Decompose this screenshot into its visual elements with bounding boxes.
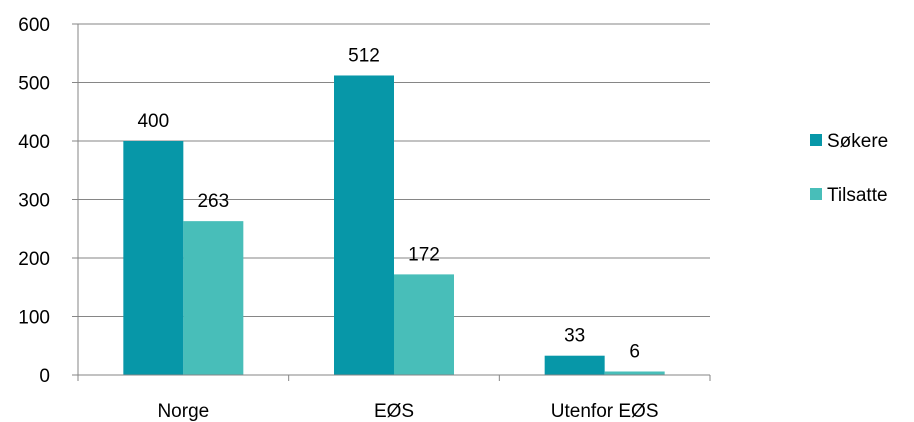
x-axis: Norge EØS Utenfor EØS: [72, 23, 711, 422]
bar-Søkere-EØS: [334, 75, 394, 375]
legend: Søkere Tilsatte: [810, 131, 888, 206]
data-label: 512: [348, 45, 380, 66]
data-label: 33: [564, 326, 585, 347]
legend-label: Tilsatte: [827, 185, 888, 206]
data-label: 172: [408, 244, 440, 265]
y-axis-ticks: 0 100 200 300 400 500 600: [18, 15, 50, 387]
legend-label: Søkere: [827, 131, 888, 152]
bar-Tilsatte-Utenfor EØS: [604, 371, 665, 375]
bars: [123, 75, 665, 375]
x-category-label: Utenfor EØS: [551, 401, 659, 422]
y-tick-label: 600: [18, 15, 50, 36]
y-tick-label: 100: [18, 308, 50, 329]
y-tick-label: 0: [39, 366, 50, 387]
bar-Tilsatte-EØS: [394, 274, 454, 375]
data-labels: 400 263 512 172 33 6: [137, 45, 639, 362]
y-tick-label: 200: [18, 249, 50, 270]
bar-Tilsatte-Norge: [183, 221, 244, 375]
data-label: 400: [137, 111, 169, 132]
y-tick-label: 500: [18, 74, 50, 95]
bar-Søkere-Norge: [123, 141, 184, 375]
data-label: 263: [197, 191, 229, 212]
x-category-label: Norge: [157, 401, 209, 422]
y-tick-label: 400: [18, 132, 50, 153]
bar-Søkere-Utenfor EØS: [544, 355, 605, 375]
data-label: 6: [629, 341, 640, 362]
legend-swatch-Tilsatte: [810, 188, 822, 200]
legend-swatch-Søkere: [810, 134, 822, 146]
y-tick-label: 300: [18, 191, 50, 212]
x-category-label: EØS: [374, 401, 414, 422]
